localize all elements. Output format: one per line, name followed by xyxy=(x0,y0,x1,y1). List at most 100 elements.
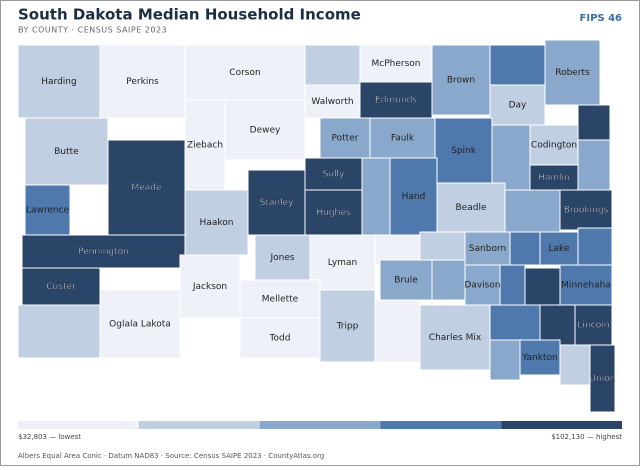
county xyxy=(577,104,611,141)
county xyxy=(509,231,541,266)
county xyxy=(489,44,546,86)
county xyxy=(247,169,306,236)
county-label: Butte xyxy=(54,147,79,157)
county-label: Day xyxy=(509,101,527,111)
county-label: Davison xyxy=(464,281,500,291)
county xyxy=(434,117,493,184)
county xyxy=(99,44,186,119)
county-label: Lake xyxy=(549,244,570,254)
footer: Albers Equal Area Conic · Datum NAD83 · … xyxy=(18,452,324,460)
county-label: Stanley xyxy=(260,198,294,208)
county xyxy=(99,289,181,359)
county-label: Oglala Lakota xyxy=(109,320,171,330)
county-label: Walworth xyxy=(311,97,353,107)
subtitle: BY COUNTY · CENSUS SAIPE 2023 xyxy=(18,26,167,35)
county xyxy=(574,304,613,346)
county-label: Ziebach xyxy=(187,141,223,151)
county xyxy=(419,231,466,261)
county xyxy=(524,267,561,306)
legend-swatch xyxy=(501,421,622,429)
county xyxy=(544,39,601,106)
county-label: Lyman xyxy=(328,258,358,268)
county xyxy=(179,254,241,319)
county-label: Sully xyxy=(323,170,345,180)
legend xyxy=(18,421,622,429)
county xyxy=(304,84,361,119)
county-label: Roberts xyxy=(555,68,590,78)
county xyxy=(489,339,521,381)
county xyxy=(184,44,306,101)
county xyxy=(539,304,576,346)
county xyxy=(21,234,186,269)
county-label: Brule xyxy=(394,276,418,286)
county-label: Yankton xyxy=(521,353,557,363)
county xyxy=(224,99,306,161)
county xyxy=(577,139,611,191)
label-layer: Harding Perkins Corson McPherson Brown Robert… xyxy=(26,59,616,384)
county-label: Jones xyxy=(269,253,294,263)
county-label: Hand xyxy=(402,192,426,202)
legend-swatch xyxy=(18,421,139,429)
county-label: Faulk xyxy=(391,134,415,144)
county-label: Lincoln xyxy=(578,321,610,331)
fips-badge: FIPS 46 xyxy=(580,13,623,24)
county xyxy=(24,117,109,186)
county-label: McPherson xyxy=(372,59,421,69)
county xyxy=(239,317,321,359)
county xyxy=(17,304,101,359)
county xyxy=(529,164,579,191)
county xyxy=(419,304,491,371)
county xyxy=(379,259,433,301)
county-label: Spink xyxy=(451,146,477,156)
legend-max: $102,130 — highest xyxy=(551,433,622,441)
county xyxy=(24,184,71,236)
county-label: Corson xyxy=(229,68,260,78)
county-label: Sanborn xyxy=(469,244,506,254)
county-layer xyxy=(17,39,616,413)
county xyxy=(499,264,526,306)
county-label: Union xyxy=(589,374,615,384)
county-label: Perkins xyxy=(126,77,159,87)
county xyxy=(369,117,436,159)
county xyxy=(389,157,438,236)
county-label: Tripp xyxy=(336,322,359,332)
county xyxy=(319,117,371,159)
county xyxy=(491,124,531,191)
county xyxy=(17,44,101,119)
county xyxy=(107,139,186,236)
county-label: Minnehaha xyxy=(561,281,611,291)
county xyxy=(559,344,591,386)
legend-min: $32,803 — lowest xyxy=(18,433,81,441)
county xyxy=(374,299,421,363)
legend-swatch xyxy=(138,421,260,429)
county xyxy=(304,44,361,86)
county xyxy=(361,157,391,236)
county xyxy=(577,227,613,266)
county xyxy=(359,44,433,83)
county-label: Lawrence xyxy=(26,206,70,216)
county-label: Todd xyxy=(269,334,291,344)
county xyxy=(589,344,616,413)
title: South Dakota Median Household Income xyxy=(18,6,361,24)
county-label: Brookings xyxy=(564,206,609,216)
legend-swatch xyxy=(380,421,502,429)
county-label: Charles Mix xyxy=(429,333,482,343)
county-label: Hughes xyxy=(316,208,350,218)
county xyxy=(529,124,579,166)
county-label: Pennington xyxy=(78,247,129,257)
county-label: Meade xyxy=(131,183,162,193)
county xyxy=(184,189,249,256)
county xyxy=(239,279,321,319)
legend-swatch xyxy=(259,421,381,429)
county xyxy=(464,264,501,306)
county xyxy=(504,189,561,233)
county-label: Hamlin xyxy=(538,173,570,183)
county-label: Harding xyxy=(41,77,76,87)
county xyxy=(359,81,433,119)
county-label: Dewey xyxy=(250,126,281,136)
county-label: Brown xyxy=(447,76,475,86)
county-label: Jackson xyxy=(192,282,227,292)
county xyxy=(559,264,613,306)
